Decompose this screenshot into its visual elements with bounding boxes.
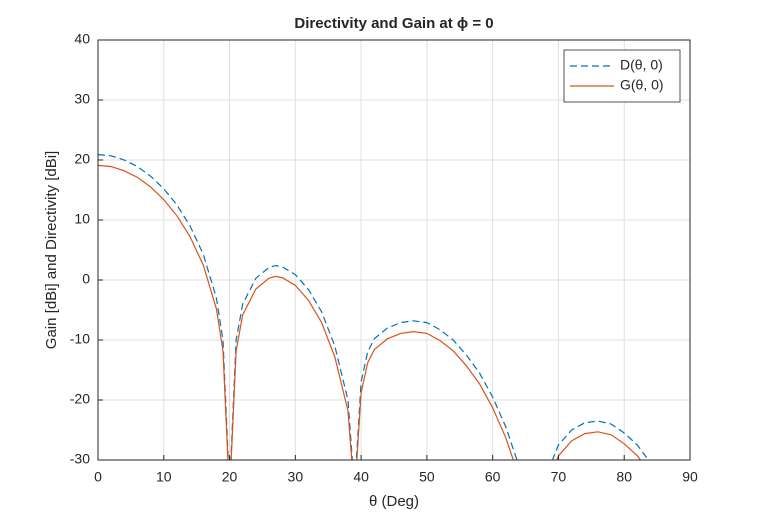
legend-label: G(θ, 0) [620, 77, 664, 93]
x-axis-label: θ (Deg) [369, 493, 419, 510]
series-line [98, 154, 650, 460]
y-tick-label: 10 [74, 211, 90, 227]
y-tick-label: 0 [82, 271, 90, 287]
y-tick-label: 20 [74, 151, 90, 167]
y-tick-label: -30 [70, 451, 90, 467]
axes-box [97, 39, 691, 461]
x-tick-label: 10 [156, 469, 172, 485]
legend-box [563, 49, 681, 103]
x-tick-label: 50 [419, 469, 435, 485]
x-tick-label: 30 [288, 469, 304, 485]
x-tick-label: 90 [682, 469, 698, 485]
y-tick-label: 40 [74, 31, 90, 47]
y-tick-label: -20 [70, 391, 90, 407]
x-tick-label: 80 [616, 469, 632, 485]
chart-title: Directivity and Gain at ϕ = 0 [294, 15, 493, 32]
y-tick-label: 30 [74, 91, 90, 107]
x-tick-label: 60 [485, 469, 501, 485]
x-tick-label: 70 [551, 469, 567, 485]
x-tick-label: 0 [94, 469, 102, 485]
legend: D(θ, 0) G(θ, 0) [563, 49, 681, 103]
legend-label: D(θ, 0) [620, 57, 663, 73]
y-axis-label: Gain [dBi] and Directivity [dBi] [43, 151, 60, 349]
y-tick-label: -10 [70, 331, 90, 347]
x-tick-label: 20 [222, 469, 238, 485]
plot-area [98, 40, 690, 460]
x-tick-label: 40 [353, 469, 369, 485]
